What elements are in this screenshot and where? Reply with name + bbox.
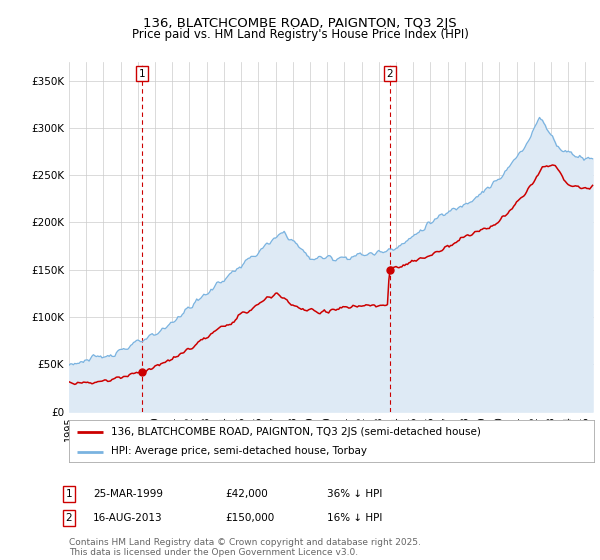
- Text: Price paid vs. HM Land Registry's House Price Index (HPI): Price paid vs. HM Land Registry's House …: [131, 28, 469, 41]
- Text: 136, BLATCHCOMBE ROAD, PAIGNTON, TQ3 2JS (semi-detached house): 136, BLATCHCOMBE ROAD, PAIGNTON, TQ3 2JS…: [111, 427, 481, 437]
- Text: £42,000: £42,000: [225, 489, 268, 499]
- Text: 2: 2: [65, 513, 73, 523]
- Text: 16-AUG-2013: 16-AUG-2013: [93, 513, 163, 523]
- Text: £150,000: £150,000: [225, 513, 274, 523]
- Text: 16% ↓ HPI: 16% ↓ HPI: [327, 513, 382, 523]
- Text: 136, BLATCHCOMBE ROAD, PAIGNTON, TQ3 2JS: 136, BLATCHCOMBE ROAD, PAIGNTON, TQ3 2JS: [143, 17, 457, 30]
- Text: 1: 1: [65, 489, 73, 499]
- Text: Contains HM Land Registry data © Crown copyright and database right 2025.
This d: Contains HM Land Registry data © Crown c…: [69, 538, 421, 557]
- Text: 1: 1: [139, 69, 145, 78]
- Text: 25-MAR-1999: 25-MAR-1999: [93, 489, 163, 499]
- Text: 2: 2: [386, 69, 393, 78]
- Text: 36% ↓ HPI: 36% ↓ HPI: [327, 489, 382, 499]
- Text: HPI: Average price, semi-detached house, Torbay: HPI: Average price, semi-detached house,…: [111, 446, 367, 456]
